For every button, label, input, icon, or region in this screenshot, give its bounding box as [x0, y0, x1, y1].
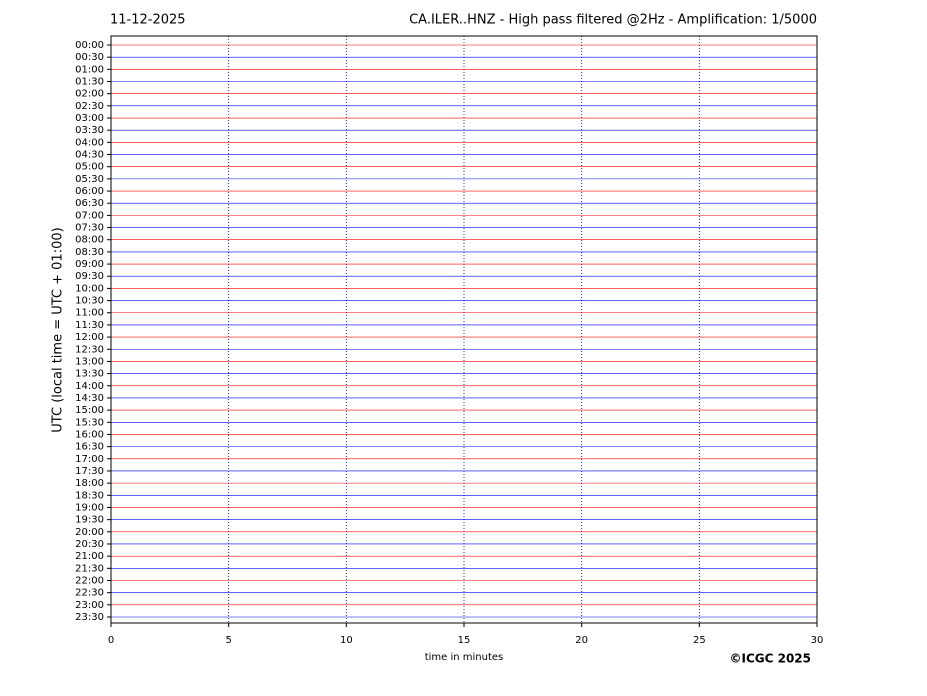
y-tick-label: 03:00: [75, 113, 104, 124]
chart-date: 11-12-2025: [110, 13, 186, 28]
x-tick-label: 15: [458, 635, 471, 646]
plot-frame: [110, 35, 818, 624]
y-tick-label: 05:30: [75, 174, 104, 185]
y-tick-label: 16:30: [75, 442, 104, 453]
y-tick-label: 07:00: [75, 210, 104, 221]
y-tick-label: 23:30: [75, 612, 104, 623]
y-tick-label: 07:30: [75, 223, 104, 234]
y-tick-label: 18:30: [75, 490, 104, 501]
y-tick-label: 15:00: [75, 405, 104, 416]
y-tick-label: 00:30: [75, 52, 104, 63]
y-tick-label: 16:00: [75, 429, 104, 440]
y-tick-label: 01:00: [75, 64, 104, 75]
y-tick-label: 08:30: [75, 247, 104, 258]
y-tick-label: 14:00: [75, 381, 104, 392]
y-tick-label: 02:30: [75, 101, 104, 112]
y-tick-label: 10:30: [75, 296, 104, 307]
y-tick-label: 09:00: [75, 259, 104, 270]
y-tick-label: 08:00: [75, 235, 104, 246]
x-tick-label: 25: [693, 635, 706, 646]
y-tick-label: 18:00: [75, 478, 104, 489]
y-tick-label: 06:30: [75, 198, 104, 209]
y-tick-label: 12:30: [75, 344, 104, 355]
y-tick-label: 22:00: [75, 575, 104, 586]
x-tick-label: 20: [575, 635, 588, 646]
y-tick-label: 14:30: [75, 393, 104, 404]
y-tick-label: 09:30: [75, 271, 104, 282]
x-tick-label: 5: [225, 635, 231, 646]
y-tick-label: 19:00: [75, 502, 104, 513]
y-tick-label: 17:30: [75, 466, 104, 477]
y-tick-label: 12:00: [75, 332, 104, 343]
y-tick-label: 23:00: [75, 600, 104, 611]
y-tick-label: 13:00: [75, 356, 104, 367]
y-tick-label: 06:00: [75, 186, 104, 197]
y-tick-label: 13:30: [75, 369, 104, 380]
x-axis-label: time in minutes: [425, 652, 504, 663]
y-tick-label: 21:00: [75, 551, 104, 562]
y-axis-label: UTC (local time = UTC + 01:00): [51, 227, 66, 432]
y-tick-label: 11:00: [75, 308, 104, 319]
y-tick-label: 01:30: [75, 77, 104, 88]
y-tick-label: 20:30: [75, 539, 104, 550]
y-tick-label: 04:00: [75, 137, 104, 148]
y-tick-label: 05:00: [75, 162, 104, 173]
y-tick-label: 03:30: [75, 125, 104, 136]
x-tick-label: 0: [108, 635, 114, 646]
y-tick-label: 00:00: [75, 40, 104, 51]
y-tick-label: 21:30: [75, 563, 104, 574]
y-tick-label: 20:00: [75, 527, 104, 538]
credit: ©ICGC 2025: [729, 652, 811, 666]
x-tick-label: 30: [811, 635, 824, 646]
y-tick-label: 19:30: [75, 515, 104, 526]
x-tick-label: 10: [340, 635, 353, 646]
chart-title: CA.ILER..HNZ - High pass filtered @2Hz -…: [409, 13, 817, 28]
y-tick-label: 22:30: [75, 588, 104, 599]
y-tick-label: 11:30: [75, 320, 104, 331]
y-tick-label: 15:30: [75, 417, 104, 428]
y-tick-label: 17:00: [75, 454, 104, 465]
y-tick-label: 02:00: [75, 89, 104, 100]
y-tick-label: 10:00: [75, 283, 104, 294]
y-tick-label: 04:30: [75, 150, 104, 161]
